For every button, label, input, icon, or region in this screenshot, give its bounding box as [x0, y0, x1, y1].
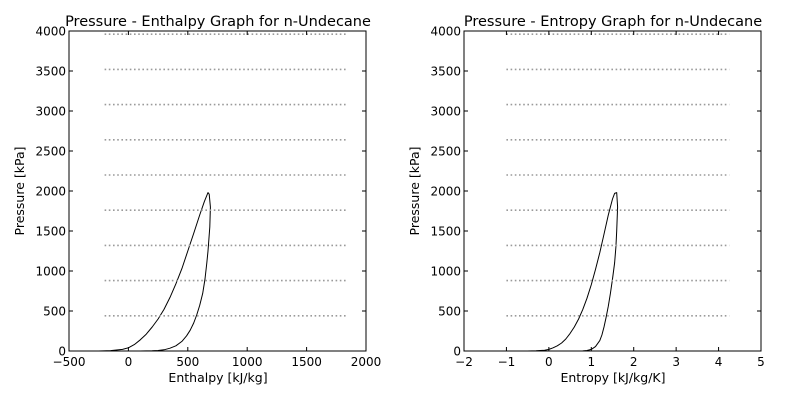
enthalpy-x-tick-label: 0: [125, 355, 133, 369]
entropy-y-tick-label: 0: [453, 345, 461, 359]
entropy-y-tick-label: 3000: [430, 105, 461, 119]
entropy-x-tick-label: 4: [715, 355, 723, 369]
enthalpy-x-tick-label: 2000: [351, 355, 382, 369]
entropy-y-tick-label: 500: [438, 305, 461, 319]
entropy-x-tick-label: −2: [455, 355, 473, 369]
entropy-plot-area: [506, 33, 730, 352]
entropy-x-axis-label: Entropy [kJ/kg/K]: [560, 370, 665, 385]
entropy-x-tick-label: 5: [757, 355, 765, 369]
enthalpy-y-tick-label: 4000: [35, 25, 66, 39]
entropy-chart-title: Pressure - Entropy Graph for n-Undecane: [464, 14, 762, 30]
entropy-subplot: Pressure - Entropy Graph for n-Undecane …: [407, 14, 765, 385]
enthalpy-chart-title: Pressure - Enthalpy Graph for n-Undecane: [65, 14, 371, 30]
enthalpy-y-tick-label: 2500: [35, 145, 66, 159]
entropy-y-ticks: 0 500 1000 1500 2000 2500 3000 3500 4000: [430, 25, 761, 359]
entropy-y-tick-label: 3500: [430, 65, 461, 79]
entropy-y-tick-label: 4000: [430, 25, 461, 39]
entropy-x-tick-label: −1: [498, 355, 516, 369]
enthalpy-x-ticks: −500 0 500 1000 1500 2000: [53, 31, 382, 369]
enthalpy-saturation-dome-line: [98, 192, 211, 352]
enthalpy-y-tick-label: 3000: [35, 105, 66, 119]
entropy-x-tick-label: 2: [630, 355, 638, 369]
enthalpy-y-tick-label: 500: [43, 305, 66, 319]
entropy-y-tick-label: 1000: [430, 265, 461, 279]
entropy-x-tick-label: 0: [545, 355, 553, 369]
enthalpy-x-tick-label: 1500: [291, 355, 322, 369]
enthalpy-subplot: Pressure - Enthalpy Graph for n-Undecane…: [12, 14, 381, 385]
enthalpy-y-tick-label: 0: [58, 345, 66, 359]
entropy-y-tick-label: 2500: [430, 145, 461, 159]
entropy-x-ticks: −2 −1 0 1 2 3 4 5: [455, 31, 765, 369]
entropy-y-axis-label: Pressure [kPa]: [407, 147, 422, 236]
enthalpy-y-tick-label: 2000: [35, 185, 66, 199]
entropy-x-tick-label: 1: [587, 355, 595, 369]
enthalpy-plot-area: [98, 33, 349, 352]
enthalpy-y-tick-label: 1500: [35, 225, 66, 239]
entropy-y-tick-label: 1500: [430, 225, 461, 239]
entropy-saturation-dome-line: [527, 192, 619, 352]
enthalpy-y-tick-label: 3500: [35, 65, 66, 79]
enthalpy-y-tick-label: 1000: [35, 265, 66, 279]
enthalpy-x-tick-label: 500: [176, 355, 199, 369]
enthalpy-x-tick-label: −500: [53, 355, 86, 369]
enthalpy-y-ticks: 0 500 1000 1500 2000 2500 3000 3500 4000: [35, 25, 366, 359]
enthalpy-x-axis-label: Enthalpy [kJ/kg]: [168, 370, 267, 385]
entropy-y-tick-label: 2000: [430, 185, 461, 199]
enthalpy-x-tick-label: 1000: [232, 355, 263, 369]
enthalpy-y-axis-label: Pressure [kPa]: [12, 147, 27, 236]
entropy-x-tick-label: 3: [672, 355, 680, 369]
